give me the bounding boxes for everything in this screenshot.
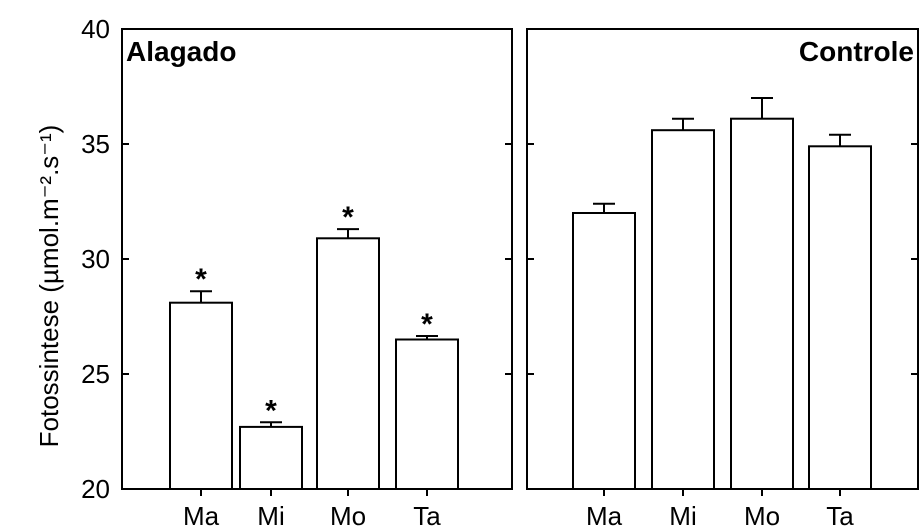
y-tick-label: 30 (81, 244, 110, 274)
x-tick-label: Ta (413, 501, 441, 530)
panel-alagado: Alagado * Ma * Mi * Mo * Ta (121, 28, 513, 530)
panel-controle: Controle Ma Mi Mo Ta (526, 28, 919, 530)
bar-ma (572, 212, 636, 490)
x-tick-label: Mi (669, 501, 696, 530)
x-tick-label: Mi (257, 501, 284, 530)
x-tick-label: Ma (183, 501, 220, 530)
bar-ma (169, 301, 233, 491)
y-axis-label: Fotossintese (µmol.m⁻².s⁻¹) (34, 125, 64, 448)
x-tick-label: Ma (586, 501, 623, 530)
x-tick-label: Mo (330, 501, 366, 530)
bar-mo (730, 117, 794, 490)
bar-mo (316, 237, 380, 490)
bar-ta (395, 338, 459, 490)
y-tick-label: 20 (81, 474, 110, 504)
significance-star: * (342, 201, 354, 234)
y-tick-label: 35 (81, 129, 110, 159)
chart-panels: Alagado * Ma * Mi * Mo * Ta 20 25 30 35 40 Controle Ma M… (81, 14, 919, 530)
bar-mi (651, 129, 715, 490)
y-axis-label-group: Fotossintese (µmol.m⁻².s⁻¹) (34, 125, 64, 448)
bar-mi (239, 425, 303, 490)
x-tick-label: Mo (744, 501, 780, 530)
x-tick-label: Ta (826, 501, 854, 530)
significance-star: * (195, 263, 207, 296)
y-tick-label: 40 (81, 14, 110, 44)
y-tick-label: 25 (81, 359, 110, 389)
significance-star: * (421, 308, 433, 341)
bar-ta (808, 145, 872, 491)
panel-title: Alagado (126, 36, 236, 67)
significance-star: * (265, 394, 277, 427)
panel-title: Controle (799, 36, 914, 67)
